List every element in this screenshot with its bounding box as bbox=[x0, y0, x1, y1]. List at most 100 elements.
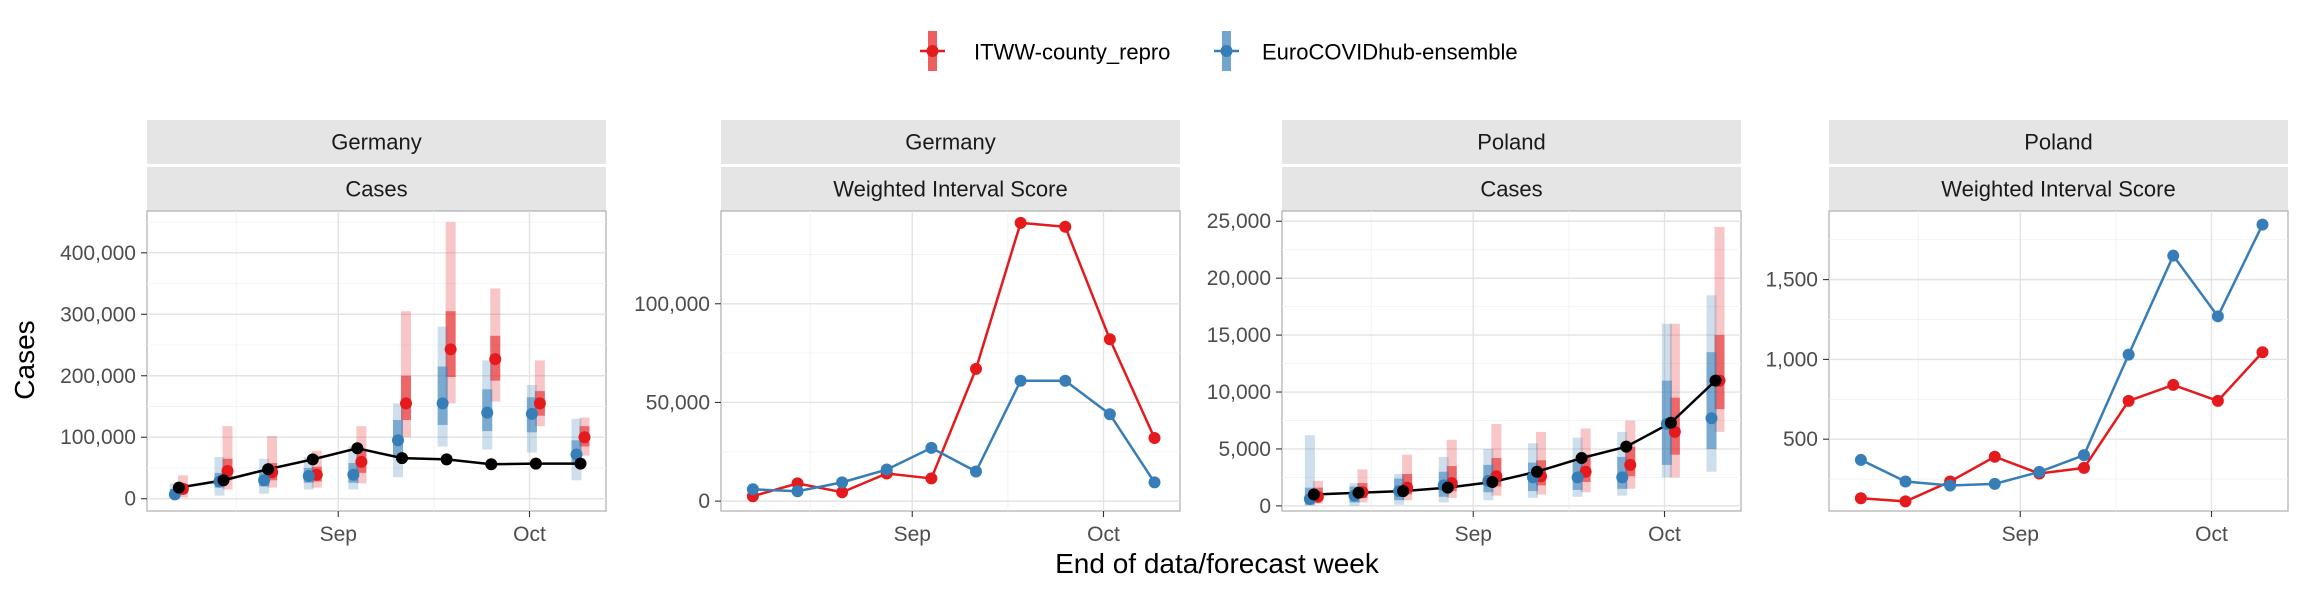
panel-strip-label-bottom: Cases bbox=[1480, 177, 1542, 202]
observed-point bbox=[440, 453, 453, 466]
score-point bbox=[2211, 394, 2224, 407]
forecast-median-point bbox=[392, 434, 404, 447]
interval-band-inner bbox=[437, 366, 448, 425]
observed-point bbox=[1441, 481, 1454, 494]
x-axis-title: End of data/forecast week bbox=[1055, 548, 1380, 579]
observed-point bbox=[574, 457, 587, 470]
y-tick-label: 25,000 bbox=[1207, 210, 1271, 233]
observed-point bbox=[1307, 488, 1320, 501]
y-tick-label: 200,000 bbox=[60, 365, 136, 388]
panel-3: Poland Cases 0 5,000 10,000 15,000 20,000 25,00… bbox=[1207, 120, 1742, 546]
panel-strip-label-bottom: Weighted Interval Score bbox=[1941, 177, 2175, 202]
y-tick-label: 1,000 bbox=[1765, 348, 1818, 371]
y-tick-label: 400,000 bbox=[60, 242, 136, 265]
interval-band-inner bbox=[1714, 335, 1725, 410]
observed-point bbox=[217, 474, 230, 487]
observed-point bbox=[1352, 486, 1365, 499]
panel-2: Germany Weighted Interval Score 0 50,000 100… bbox=[634, 120, 1181, 546]
observed-point bbox=[485, 458, 498, 471]
observed-line bbox=[178, 447, 581, 489]
forecast-median-point bbox=[1571, 471, 1584, 484]
y-tick-label: 1,500 bbox=[1765, 269, 1818, 292]
observed-point bbox=[1664, 416, 1677, 429]
score-point bbox=[880, 463, 893, 476]
score-point bbox=[1014, 216, 1027, 229]
score-point bbox=[1148, 476, 1161, 489]
score-point bbox=[1854, 492, 1867, 505]
panel-strip-bottom bbox=[147, 167, 606, 211]
x-tick-label: Sep bbox=[1455, 523, 1492, 546]
x-tick-label: Sep bbox=[320, 523, 357, 546]
forecast-median-point bbox=[578, 431, 591, 444]
y-tick-label: 100,000 bbox=[60, 426, 136, 449]
y-tick-label: 5,000 bbox=[1218, 438, 1271, 461]
interval-band-outer bbox=[222, 426, 233, 490]
observed-point bbox=[351, 442, 364, 455]
score-line bbox=[752, 379, 1156, 493]
score-point bbox=[1988, 450, 2001, 463]
y-tick-label: 0 bbox=[124, 488, 136, 511]
observed-point bbox=[1575, 452, 1588, 465]
panels: Germany Cases 0 100,000 200,000 300,000 400,00… bbox=[60, 120, 2289, 546]
y-axis-title: Cases bbox=[9, 320, 40, 399]
panel-strip-label-top: Poland bbox=[1477, 130, 1546, 155]
forecast-median-point bbox=[258, 474, 271, 487]
interval-band-outer bbox=[267, 436, 278, 488]
score-point bbox=[1014, 374, 1027, 387]
interval-band-inner bbox=[1706, 352, 1717, 449]
forecast-median-point bbox=[400, 397, 412, 410]
forecast-median-point bbox=[1616, 471, 1629, 484]
y-tick-label: 15,000 bbox=[1207, 324, 1271, 347]
panel-strip-label-top: Poland bbox=[2024, 130, 2093, 155]
legend-item-eurocovidhub: EuroCOVIDhub-ensemble bbox=[1214, 31, 1518, 71]
score-point bbox=[791, 485, 804, 498]
legend-key-itww-point bbox=[926, 45, 939, 57]
observed-point bbox=[1531, 465, 1543, 478]
y-tick-label: 20,000 bbox=[1207, 267, 1271, 290]
score-point bbox=[1944, 479, 1957, 492]
score-point bbox=[2078, 461, 2090, 474]
score-point bbox=[1103, 333, 1116, 346]
score-point bbox=[1059, 220, 1072, 233]
y-tick-label: 10,000 bbox=[1207, 381, 1271, 404]
y-tick-label: 50,000 bbox=[646, 391, 710, 414]
panel-4: Poland Weighted Interval Score 500 1,000 1,5… bbox=[1765, 120, 2289, 546]
score-point bbox=[2167, 378, 2180, 391]
observed-point bbox=[306, 453, 319, 466]
score-point bbox=[836, 476, 849, 489]
score-point bbox=[970, 465, 982, 478]
score-point bbox=[746, 483, 759, 496]
panel-1: Germany Cases 0 100,000 200,000 300,000 400,00… bbox=[60, 120, 607, 546]
y-tick-label: 0 bbox=[1259, 495, 1271, 518]
x-tick-label: Oct bbox=[2195, 523, 2228, 546]
panel-strip-label-bottom: Weighted Interval Score bbox=[833, 177, 1067, 202]
panel-strip-bottom bbox=[721, 167, 1180, 211]
observed-line bbox=[1313, 379, 1717, 496]
score-point bbox=[1148, 431, 1161, 444]
legend-key-eurocovidhub-point bbox=[1220, 45, 1233, 57]
panel-strip-label-top: Germany bbox=[331, 130, 421, 155]
score-point bbox=[836, 486, 849, 499]
score-point bbox=[1988, 477, 2001, 490]
x-tick-label: Oct bbox=[513, 523, 546, 546]
legend-item-itww: ITWW-county_repro bbox=[920, 31, 1170, 71]
forecast-median-point bbox=[1624, 458, 1637, 471]
forecast-median-point bbox=[444, 343, 457, 356]
panel-strip-top bbox=[1829, 120, 2288, 164]
observed-point bbox=[1486, 475, 1499, 488]
score-line bbox=[1860, 351, 2264, 503]
score-point bbox=[2256, 218, 2269, 231]
panel-strip-bottom bbox=[1282, 167, 1741, 211]
score-point bbox=[2122, 348, 2135, 361]
forecast-median-point bbox=[533, 397, 546, 410]
forecast-median-point bbox=[489, 353, 502, 366]
panel-background bbox=[720, 210, 1181, 512]
forecast-median-point bbox=[1668, 425, 1681, 438]
score-point bbox=[970, 362, 982, 375]
panel-strip-label-bottom: Cases bbox=[345, 177, 407, 202]
panel-strip-top bbox=[1282, 120, 1741, 164]
y-tick-label: 300,000 bbox=[60, 303, 136, 326]
x-tick-label: Oct bbox=[1087, 523, 1120, 546]
forecast-median-point bbox=[570, 448, 583, 461]
